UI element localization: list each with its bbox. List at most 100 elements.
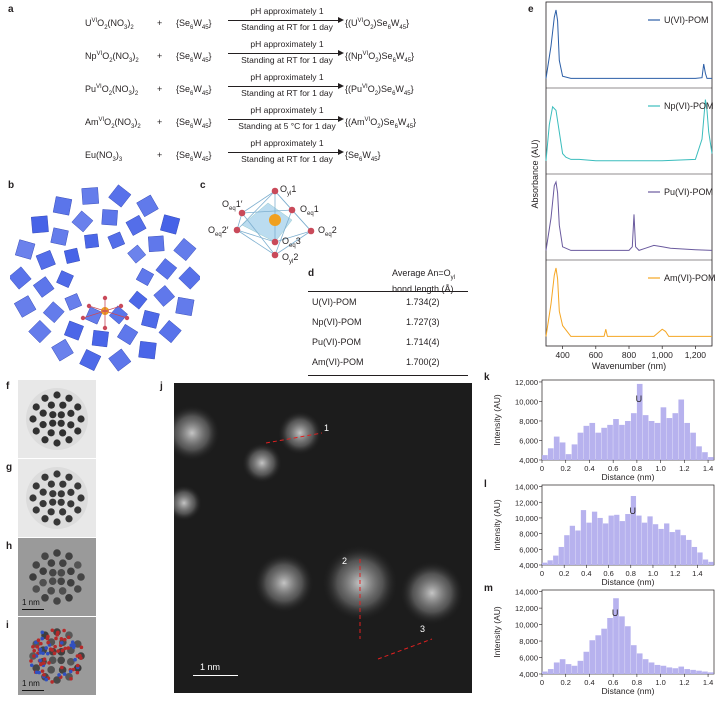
an-o-bond [82, 310, 106, 319]
x-tick-label: 1.0 [648, 569, 658, 578]
atom-column [29, 494, 37, 502]
atom-column [47, 401, 55, 409]
peak-annotation: U [630, 506, 637, 516]
model-atom [42, 657, 47, 662]
atom-column [47, 587, 55, 595]
histogram-bar [691, 546, 698, 565]
model-atom [71, 645, 76, 650]
histogram-bar [660, 407, 667, 460]
condition-ph: pH approximately 1 [250, 72, 324, 82]
reaction-arrowhead [338, 50, 344, 56]
atom-column [77, 494, 85, 502]
atom-column [67, 567, 75, 576]
reaction-arrow [228, 53, 340, 54]
oxygen-atom [238, 209, 246, 217]
table-row-value: 1.727(3) [406, 317, 440, 327]
tungstate-octahedron [175, 296, 195, 316]
atom-column [67, 500, 75, 508]
histogram-bar [708, 672, 714, 674]
reaction-arrowhead [338, 83, 344, 89]
model-atom [42, 673, 46, 677]
x-tick-label: 0.6 [608, 678, 618, 687]
atom-column [47, 429, 55, 437]
atom-column [57, 577, 65, 586]
atom-column [49, 498, 57, 506]
model-atom [75, 654, 80, 658]
atom-column [47, 666, 55, 674]
histogram-bar [669, 532, 675, 565]
model-atom [45, 651, 50, 656]
atom-column [77, 415, 85, 423]
tungstate-octahedron [141, 310, 160, 329]
panel-label-f: f [6, 381, 10, 392]
model-atom [45, 636, 50, 641]
histogram-bar [702, 559, 709, 565]
oxygen-atom [288, 206, 296, 214]
atom-column [73, 640, 82, 648]
model-atom [44, 646, 48, 650]
histogram-bar [654, 422, 661, 460]
histogram-bar [619, 521, 625, 565]
oxygen-atom [307, 227, 315, 235]
histogram-bar [672, 413, 679, 460]
plus-sign: + [157, 51, 163, 61]
atom-column [32, 482, 40, 490]
reaction-arrowhead [338, 116, 344, 122]
pom-formula: {Se6W45} [176, 84, 212, 97]
pom-formula: {Se6W45} [176, 150, 212, 163]
histogram-bar [684, 669, 690, 674]
y-axis-label: Absorbance (AU) [530, 139, 540, 208]
model-atom [37, 670, 41, 675]
atom-column [65, 552, 73, 561]
model-atom [36, 638, 41, 643]
histogram-bar [702, 452, 708, 460]
histogram-bar [708, 561, 714, 565]
condition-ph: pH approximately 1 [250, 138, 324, 148]
atom-column [77, 573, 85, 581]
condition-time: Standing at 5 °C for 1 day [238, 121, 336, 131]
legend-label: Am(VI)-POM [664, 273, 716, 283]
histogram-bar [678, 399, 685, 460]
model-atom [48, 647, 53, 651]
tungstate-octahedron [31, 215, 49, 234]
tungstate-octahedron [14, 239, 36, 260]
panel-label-l: l [484, 479, 487, 490]
histogram-bar [583, 425, 590, 460]
y-tick-label: 14,000 [515, 588, 538, 597]
x-tick-label: 0.4 [584, 464, 594, 473]
table-row-name: Am(VI)-POM [312, 357, 364, 367]
histogram-bar [542, 455, 548, 460]
atom-column [48, 656, 57, 664]
histogram-bar [586, 522, 592, 565]
oxygen-atom [102, 295, 108, 301]
reactant-formula: UVIO2(NO3)2 [85, 18, 134, 31]
atom-column [41, 593, 49, 602]
atom-column [53, 597, 61, 605]
reactant-formula: NpVIO2(NO3)2 [85, 51, 139, 64]
tungstate-octahedron [148, 235, 165, 253]
histogram-bar [680, 535, 686, 565]
model-atom [56, 630, 60, 635]
y-tick-label: 12,000 [515, 378, 538, 387]
histogram-bar [553, 436, 560, 460]
histogram-bar [559, 442, 566, 460]
model-atom [62, 628, 66, 633]
atom-label-oyl2: Oyl2 [282, 252, 299, 265]
intensity-profile-k: 4,000 6,000 8,000 10,000 12,000 0 0.2 0.4 0.6 0.8… [492, 378, 715, 482]
histogram-bar [565, 664, 572, 674]
model-atom [39, 641, 43, 646]
atom-label-oeq2p: Oeq2′ [208, 225, 229, 238]
tungstate-octahedron [138, 341, 157, 360]
reactant-formula: PuVIO2(NO3)2 [85, 84, 139, 97]
atom-column [41, 394, 49, 402]
model-atom [38, 658, 42, 663]
plus-sign: + [157, 150, 163, 160]
tungstate-octahedron [178, 266, 200, 290]
x-tick-label: 0.8 [626, 569, 636, 578]
legend-label: U(VI)-POM [664, 15, 709, 25]
line-profile-1 [265, 432, 323, 444]
atom-column [67, 421, 75, 429]
tungstate-octahedron [84, 233, 100, 249]
reaction-arrow [228, 119, 340, 120]
model-atom [54, 636, 58, 641]
